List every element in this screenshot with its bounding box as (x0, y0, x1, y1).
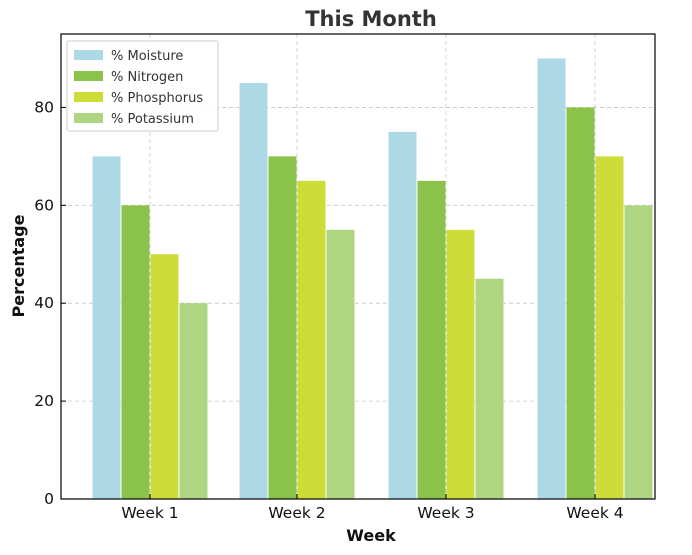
legend: % Moisture % Nitrogen % Phosphorus % Potass… (66, 40, 219, 132)
bar-potassium-week-3 (475, 278, 504, 499)
y-axis-label: Percentage (9, 214, 28, 317)
bar-phosphorus-week-2 (297, 180, 326, 499)
bars (92, 58, 653, 500)
bar-potassium-week-4 (624, 205, 653, 499)
legend-swatch (74, 92, 103, 102)
bar-phosphorus-week-3 (446, 229, 475, 499)
bar-phosphorus-week-4 (595, 156, 624, 500)
legend-swatch (74, 113, 103, 123)
y-tick-label: 60 (34, 196, 54, 214)
axis-ticks: 0 20 40 60 80 Week 1 Week 2 Week 3 Week 4 (34, 98, 623, 522)
bar-potassium-week-2 (326, 229, 355, 499)
bar-moisture-week-2 (239, 82, 268, 500)
legend-label: % Nitrogen (111, 70, 183, 85)
bar-moisture-week-1 (92, 156, 121, 500)
legend-label: % Moisture (111, 49, 183, 64)
legend-swatch (74, 71, 103, 81)
y-tick-label: 40 (34, 294, 54, 312)
bar-potassium-week-1 (179, 303, 208, 499)
x-tick-label: Week 4 (566, 504, 623, 522)
x-tick-label: Week 3 (417, 504, 474, 522)
bar-phosphorus-week-1 (150, 254, 179, 499)
x-axis-label: Week (346, 526, 396, 545)
y-tick-label: 80 (34, 98, 54, 116)
legend-label: % Phosphorus (111, 91, 203, 106)
bar-nitrogen-week-1 (121, 205, 150, 499)
bar-moisture-week-4 (537, 58, 566, 499)
legend-label: % Potassium (111, 112, 194, 127)
x-tick-label: Week 1 (121, 504, 178, 522)
bar-moisture-week-3 (388, 131, 417, 500)
bar-nitrogen-week-2 (268, 156, 297, 500)
plot-frame (60, 33, 656, 500)
bar-nitrogen-week-4 (566, 107, 595, 499)
legend-box (66, 40, 219, 132)
legend-swatch (74, 50, 103, 60)
y-tick-label: 0 (44, 490, 54, 508)
chart-title: This Month (305, 7, 437, 31)
bar-nitrogen-week-3 (417, 180, 446, 499)
x-tick-label: Week 2 (268, 504, 325, 522)
y-tick-label: 20 (34, 392, 54, 410)
